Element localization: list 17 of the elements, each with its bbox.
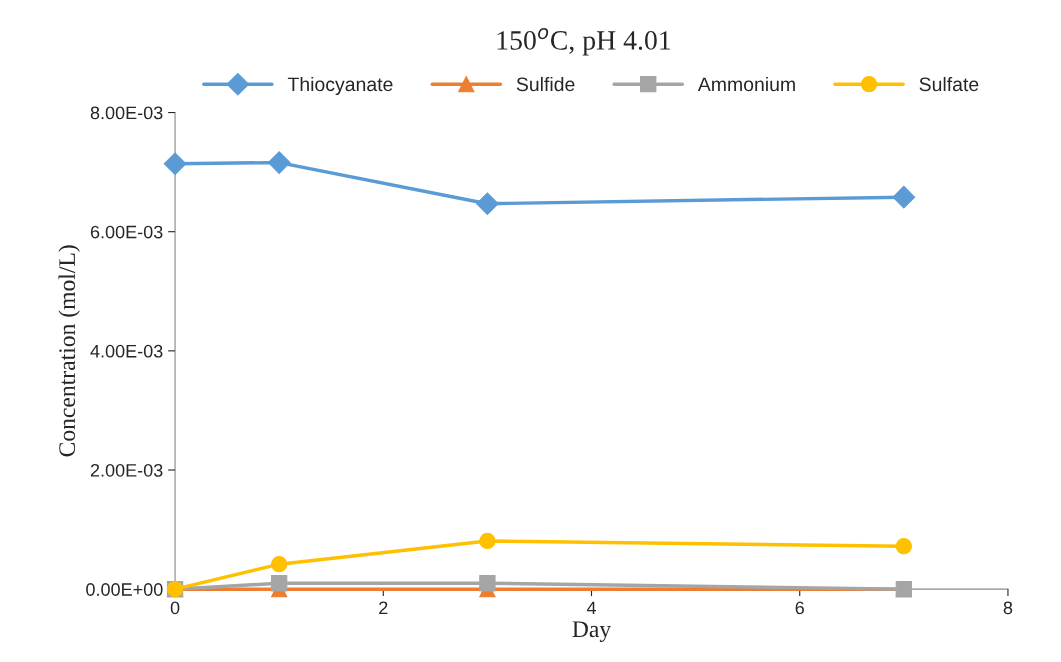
legend-label: Sulfide [516, 76, 575, 92]
x-tick-label: 4 [586, 601, 596, 615]
y-axis-title: Concentration (mol/L) [58, 245, 80, 457]
x-tick-label: 8 [1003, 601, 1013, 615]
chart-title: 150$^{o}$C, pH 4.01 [497, 27, 671, 56]
y-tick-label: 2.00E-03 [90, 463, 163, 477]
x-axis-title: Day [572, 621, 612, 643]
y-tick-label: 8.00E-03 [90, 106, 163, 120]
legend-label: Sulfate [919, 76, 979, 92]
legend-label: Thiocyanate [287, 76, 393, 96]
legend-label: Ammonium [697, 76, 795, 92]
y-tick-label: 0.00E+00 [86, 583, 163, 596]
y-tick-label: 4.00E-03 [90, 344, 163, 358]
x-tick-label: 2 [379, 601, 388, 615]
x-tick-label: 0 [170, 601, 180, 615]
x-tick-label: 6 [795, 601, 804, 615]
y-tick-label: 6.00E-03 [90, 225, 163, 239]
